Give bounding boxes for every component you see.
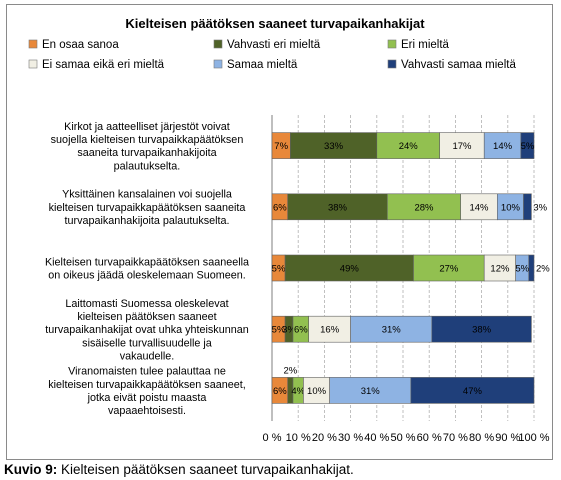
bar-segment-vahvasti-samaa-mielta [528,254,535,282]
bar-segment-samaa-mielta [497,193,524,221]
bar-segment-ei-samaa-eika-eri-mielta [483,254,516,282]
caption-text: Kielteisen päätöksen saaneet turvapaikan… [61,462,354,477]
x-tick-label: 40 % [364,432,389,444]
bar-row-1: 7% 33% 24% 17% 14% 5% [271,132,535,159]
legend-item-vahvasti-eri-mielta: Vahvasti eri mieltä [213,39,321,51]
category-label: Viranomaisten tulee palauttaa ne kielteis… [48,366,245,418]
data-label: 12% [490,264,510,275]
bar-segment-samaa-mielta [350,315,433,343]
data-label: 38% [328,202,348,213]
data-label: 6% [294,325,308,336]
legend-item-eri-mielta: Eri mieltä [387,39,450,51]
data-label: 5% [515,264,529,275]
legend-item-ei-samaa-eika-eri-mielta: Ei samaa eikä eri mieltä [28,59,165,71]
chart-frame: Kielteisen päätöksen saaneet turvapaikan… [6,4,553,460]
chart-svg: Kielteisen päätöksen saaneet turvapaikan… [28,16,550,444]
x-tick-label: 20 % [312,432,337,444]
legend-label: Eri mieltä [401,39,450,51]
data-label: 47% [463,386,483,397]
x-tick-label: 100 % [518,432,549,444]
legend-item-en-osaa-sanoa: En osaa sanoa [28,39,119,51]
x-tick-label: 0 % [263,432,282,444]
category-labels: Kirkot ja aatteelliset järjestöt voivat s… [45,121,249,417]
data-label: 27% [439,264,459,275]
bar-segment-ei-samaa-eika-eri-mielta [308,315,351,343]
chart-title: Kielteisen päätöksen saaneet turvapaikan… [125,16,425,31]
category-label: Yksittäinen kansalainen voi suojella kiel… [49,189,246,227]
data-label: 24% [399,141,419,152]
legend-label: Vahvasti samaa mieltä [401,59,516,71]
bar-segment-ei-samaa-eika-eri-mielta [439,132,485,159]
legend-swatch [28,59,38,69]
data-label: 3% [533,202,547,213]
bar-row-3: 5% 49% 27% 12% 5% 2% [272,254,550,282]
bars: 7% 33% 24% 17% 14% 5%6% 38% 28% 14% 10% 3%5% 49% 27%… [271,132,550,404]
x-tick-label: 50 % [390,432,415,444]
data-label: 28% [414,202,434,213]
legend-label: Ei samaa eikä eri mieltä [42,59,165,71]
data-label: 14% [469,202,489,213]
data-label: 10% [307,386,327,397]
legend-item-vahvasti-samaa-mielta: Vahvasti samaa mieltä [387,59,516,71]
data-label: 5% [272,264,286,275]
x-axis-ticks: 0 % 10 % 20 % 30 % 40 % 50 % 60 % 70 % 80 % 90 %1… [263,432,550,444]
legend-label: Vahvasti eri mieltä [227,39,321,51]
data-label: 14% [493,141,513,152]
legend-swatch [28,39,38,49]
bar-segment-vahvasti-samaa-mielta [431,315,532,343]
x-tick-label: 60 % [417,432,442,444]
bar-row-2: 6% 38% 28% 14% 10% 3% [271,193,548,221]
caption-label: Kuvio 9: [4,462,58,477]
data-label: 2% [536,264,550,275]
data-label: 31% [361,386,381,397]
bar-segment-vahvasti-samaa-mielta [520,132,535,159]
category-label: Kielteisen turvapaikkapäätöksen saaneell… [45,256,249,281]
bar-row-4: 5%3%6% 16% 31% 38% [272,315,532,343]
legend-item-samaa-mielta: Samaa mieltä [213,59,298,71]
data-label: 17% [452,141,472,152]
legend-label: Samaa mieltä [227,59,298,71]
legend-swatch [213,39,223,49]
data-label: 3% [282,325,296,336]
data-label: 2% [283,365,297,376]
data-label: 49% [340,264,360,275]
legend: En osaa sanoa Vahvasti eri mieltä Eri miel… [28,39,516,71]
bar-segment-eri-mielta [413,254,485,282]
data-label: 16% [320,325,340,336]
bar-segment-vahvasti-samaa-mielta [410,377,535,404]
legend-swatch [387,59,397,69]
data-label: 5% [521,141,535,152]
data-label: 4% [291,386,305,397]
data-label: 6% [273,386,287,397]
x-tick-label: 80 % [469,432,494,444]
x-tick-label: 30 % [338,432,363,444]
data-label: 33% [324,141,344,152]
category-label: Laittomasti Suomessa oleskelevat kielteis… [45,298,248,363]
bar-segment-eri-mielta [386,193,461,221]
legend-swatch [387,39,397,49]
bar-segment-samaa-mielta [329,377,412,404]
bar-segment-vahvasti-eri-mielta [284,254,414,282]
legend-swatch [213,59,223,69]
data-label: 5% [272,325,286,336]
data-label: 38% [472,325,492,336]
category-label: Kirkot ja aatteelliset järjestöt voivat s… [51,121,244,173]
bar-segment-ei-samaa-eika-eri-mielta [303,377,330,404]
legend-label: En osaa sanoa [42,39,119,51]
x-tick-label: 90 % [495,432,520,444]
x-tick-label: 10 % [286,432,311,444]
data-label: 31% [382,325,402,336]
data-label: 10% [501,202,521,213]
bar-row-5: 6% 2% 4% 10% 31% 47% [271,365,535,404]
bar-segment-vahvasti-samaa-mielta [523,193,532,221]
data-label: 7% [274,141,288,152]
figure-caption: Kuvio 9: Kielteisen päätöksen saaneet tu… [4,462,354,477]
x-tick-label: 70 % [443,432,468,444]
data-label: 6% [273,202,287,213]
